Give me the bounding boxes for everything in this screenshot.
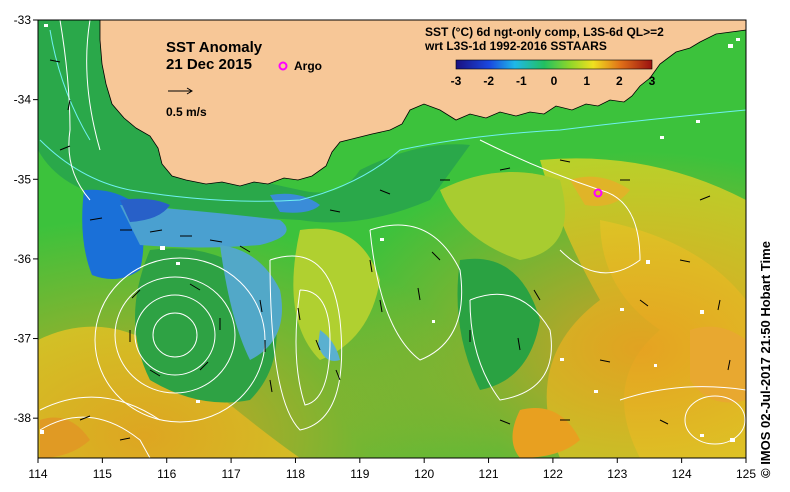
x-tick-label: 119 — [350, 467, 369, 481]
argo-legend-marker — [278, 61, 288, 71]
y-axis-ticks: -33 -34 -35 -36 -37 -38 — [14, 13, 38, 425]
y-tick-label: -37 — [14, 332, 32, 346]
x-tick-label: 118 — [286, 467, 305, 481]
cloud-gaps — [40, 24, 740, 442]
colorbar-title-line2: wrt L3S-1d 1992-2016 SSTAARS — [424, 39, 607, 53]
plot-frame — [37, 19, 747, 459]
colorbar-tick-label: -2 — [483, 74, 494, 88]
colorbar — [455, 59, 653, 70]
x-tick-label: 115 — [93, 467, 112, 481]
x-tick-label: 121 — [479, 467, 499, 481]
x-tick-label: 125 — [736, 467, 756, 481]
velocity-scale-arrow — [168, 87, 193, 95]
colorbar-tick-label: 2 — [616, 74, 623, 88]
colorbar-ticks: -3 -2 -1 0 1 2 3 — [451, 74, 656, 88]
argo-legend-label: Argo — [294, 59, 322, 73]
x-tick-label: 117 — [222, 467, 241, 481]
x-tick-label: 120 — [414, 467, 434, 481]
x-tick-label: 123 — [607, 467, 627, 481]
map-date: 21 Dec 2015 — [166, 56, 252, 73]
x-axis-ticks: 114 115 116 117 118 119 120 121 122 123 124 125 — [28, 458, 756, 481]
colorbar-tick-label: 0 — [551, 74, 558, 88]
colorbar-title-line1: SST (°C) 6d ngt-only comp, L3S-6d QL>=2 — [425, 25, 664, 39]
colorbar-tick-label: 1 — [583, 74, 590, 88]
x-tick-label: 116 — [157, 467, 176, 481]
velocity-scale-label: 0.5 m/s — [166, 105, 207, 119]
sea-level-contours — [39, 19, 747, 459]
map-title: SST Anomaly — [166, 39, 263, 56]
y-tick-label: -38 — [14, 411, 32, 425]
y-tick-label: -33 — [14, 13, 32, 27]
y-tick-label: -35 — [14, 172, 32, 186]
y-tick-label: -36 — [14, 252, 32, 266]
colorbar-tick-label: -3 — [451, 74, 462, 88]
y-tick-label: -34 — [14, 93, 32, 107]
credit-text: © IMOS 02-Jul-2017 21:50 Hobart Time — [758, 241, 773, 478]
argo-float-marker[interactable] — [593, 188, 603, 198]
colorbar-tick-label: 3 — [649, 74, 656, 88]
bathymetry-contours — [39, 29, 747, 202]
current-vectors — [49, 59, 731, 441]
x-tick-label: 114 — [28, 467, 47, 481]
x-tick-label: 122 — [543, 467, 563, 481]
colorbar-tick-label: -1 — [516, 74, 527, 88]
x-tick-label: 124 — [672, 467, 692, 481]
